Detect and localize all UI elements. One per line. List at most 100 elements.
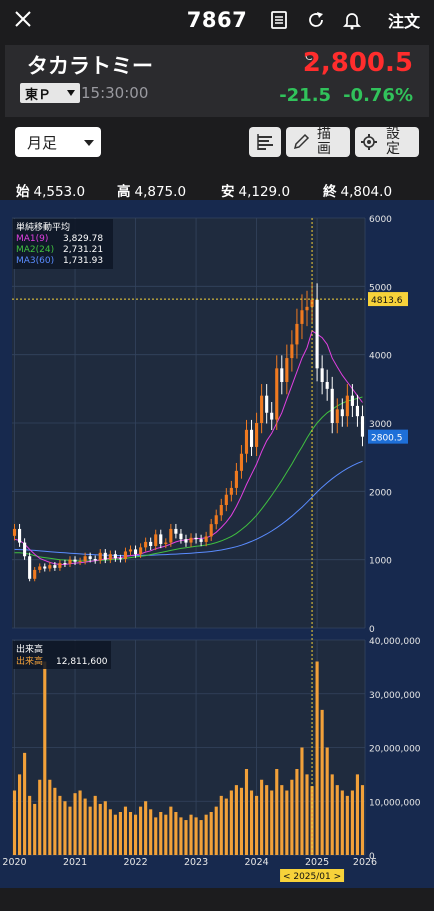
volume-bar	[164, 814, 168, 855]
volume-bar	[58, 795, 62, 855]
candle-body	[68, 559, 72, 564]
close-mark: C	[305, 50, 313, 63]
candle-body	[234, 470, 238, 488]
close-icon[interactable]	[12, 8, 34, 30]
volume-bar	[194, 817, 198, 855]
period-select[interactable]: 月足	[15, 127, 101, 157]
candle-body	[63, 563, 67, 565]
candle-body	[204, 536, 208, 542]
volume-bar	[118, 812, 122, 855]
volume-value: 12,811,600	[56, 657, 108, 667]
draw-button[interactable]: 描画	[286, 127, 350, 157]
volume-bar	[224, 798, 228, 855]
ma3-line	[14, 460, 363, 557]
candle-body	[244, 429, 249, 454]
candle-body	[249, 429, 254, 447]
volume-series-label: 出来高	[16, 655, 43, 667]
candle-body	[113, 554, 117, 559]
candle-body	[219, 505, 223, 516]
price-tick-label: 4000	[369, 352, 392, 362]
volume-bar	[12, 790, 17, 855]
candle-body	[265, 395, 269, 413]
volume-bar	[38, 779, 42, 855]
candle-body	[103, 552, 107, 560]
indicator-button[interactable]	[249, 127, 281, 157]
volume-tick-label: 0	[369, 852, 375, 862]
volume-bar	[219, 795, 223, 855]
price-tick-label: 3000	[369, 420, 392, 430]
volume-bar	[103, 801, 107, 855]
period-label: 月足	[27, 134, 58, 152]
volume-bar	[340, 790, 344, 855]
stock-name: タカラトミー	[27, 54, 153, 78]
volume-bar	[68, 806, 72, 855]
last-price-label: 2800.5	[371, 434, 403, 444]
candle-body	[325, 382, 329, 389]
document-icon[interactable]	[269, 10, 289, 30]
ma3-legend: MA3(60)	[16, 256, 54, 266]
volume-bar	[88, 806, 92, 855]
ma2-value: 2,731.21	[63, 245, 103, 255]
cursor-overlay: 4813.6 2800.5 < 2025/01 >	[12, 218, 408, 882]
ohlc-close: 終 4,804.0	[323, 184, 393, 200]
candle-body	[320, 368, 324, 382]
volume-bar	[209, 812, 213, 855]
market-select[interactable]: 東Ｐ	[20, 83, 80, 103]
volume-bar	[305, 774, 309, 855]
candle-body	[78, 561, 82, 563]
candle-body	[275, 368, 279, 420]
ma2-legend: MA2(24)	[16, 245, 54, 255]
volume-bar	[18, 774, 22, 855]
draw-label: 描画	[317, 126, 331, 157]
settings-label: 設定	[386, 126, 400, 157]
top-bar: 7867 注文	[0, 0, 434, 42]
price-tick-label: 2000	[369, 488, 392, 498]
volume-bar	[128, 812, 133, 855]
volume-bar	[43, 661, 47, 855]
volume-bar	[360, 785, 365, 855]
volume-bar	[93, 795, 97, 855]
year-label: 2023	[184, 857, 208, 868]
candle-body	[73, 559, 77, 562]
candle-body	[229, 487, 233, 495]
refresh-icon[interactable]	[306, 10, 326, 30]
candle-body	[12, 528, 17, 536]
volume-bar	[199, 820, 203, 855]
settings-button[interactable]: 設定	[355, 127, 419, 157]
ohlc-row: 始 4,553.0 高 4,875.0 安 4,129.0 終 4,804.0	[0, 172, 434, 200]
candle-body	[48, 565, 52, 569]
candle-body	[300, 310, 304, 324]
volume-bar	[234, 785, 238, 855]
bell-icon[interactable]	[342, 10, 362, 30]
ohlc-high: 高 4,875.0	[117, 184, 187, 200]
pencil-icon	[293, 133, 310, 150]
quote-time: 15:30:00	[81, 84, 149, 102]
volume-bar	[295, 769, 299, 855]
cursor-date-tag	[280, 869, 345, 882]
volume-bar	[229, 790, 233, 855]
candle-body	[179, 533, 183, 540]
volume-bar	[320, 709, 324, 855]
candle-body	[280, 368, 284, 382]
volume-bar	[280, 785, 284, 855]
candle-body	[98, 552, 102, 561]
volume-bar	[270, 790, 274, 855]
price-change: -21.5 -0.76%	[279, 85, 413, 106]
candle-body	[214, 515, 218, 525]
volume-bar	[149, 809, 153, 855]
year-label: 2026	[353, 857, 377, 868]
volume-bar	[123, 806, 128, 855]
candle-body	[194, 537, 198, 540]
candle-body	[330, 388, 334, 423]
volume-legend: 出来高 出来高 12,811,600	[13, 641, 111, 669]
order-button[interactable]: 注文	[387, 12, 420, 31]
volume-bar	[53, 787, 57, 855]
candle-body	[260, 395, 264, 423]
volume-bar	[345, 795, 349, 855]
volume-bar	[48, 779, 52, 855]
candle-body	[270, 412, 274, 420]
year-label: 2022	[123, 857, 147, 868]
candle-body	[133, 549, 138, 555]
candle-body	[139, 547, 143, 555]
